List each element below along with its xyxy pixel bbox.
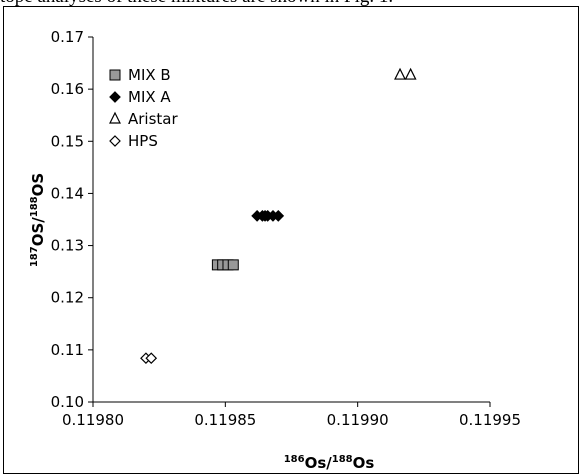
x-tick-label: 0.11995 <box>459 411 521 429</box>
y-tick-label: 0.10 <box>51 393 84 411</box>
data-point-aristar <box>394 67 406 80</box>
legend-marker-mix-b <box>109 69 121 81</box>
caption-fragment: tope analyses of these mixtures are show… <box>0 0 584 8</box>
legend-marker-hps <box>109 135 121 147</box>
tick-labels: 0.10 0.11 0.12 0.13 0.14 0.15 0.16 0.17 0.11980 0… <box>51 28 521 429</box>
y-axis-title: 187OS/188OS <box>29 173 47 267</box>
y-tick-label: 0.14 <box>51 184 84 202</box>
legend-label-mix-a: MIX A <box>128 88 171 106</box>
legend-label-mix-b: MIX B <box>128 66 171 84</box>
legend-marker-aristar <box>109 111 121 124</box>
data-points <box>140 67 417 365</box>
y-tick-label: 0.16 <box>51 80 84 98</box>
data-point-aristar <box>404 67 417 80</box>
y-tick-label: 0.11 <box>51 341 84 359</box>
x-tick-label: 0.11990 <box>327 411 389 429</box>
legend-label-aristar: Aristar <box>128 110 178 128</box>
legend: MIX B MIX A Aristar HPS <box>109 66 178 150</box>
y-tick-label: 0.15 <box>51 132 84 150</box>
y-tick-label: 0.12 <box>51 289 84 307</box>
y-tick-label: 0.13 <box>51 237 84 255</box>
x-tick-label: 0.11980 <box>62 411 124 429</box>
x-tick-label: 0.11985 <box>194 411 256 429</box>
legend-marker-mix-a <box>109 91 121 103</box>
chart-frame <box>3 6 579 474</box>
axes <box>88 36 491 407</box>
data-point-hps <box>145 352 158 365</box>
data-point-mix-a <box>272 210 285 222</box>
data-point-mix-b <box>227 259 239 271</box>
legend-label-hps: HPS <box>128 132 158 150</box>
y-tick-label: 0.17 <box>51 28 84 46</box>
x-axis-title: 186Os/188Os <box>284 454 375 472</box>
